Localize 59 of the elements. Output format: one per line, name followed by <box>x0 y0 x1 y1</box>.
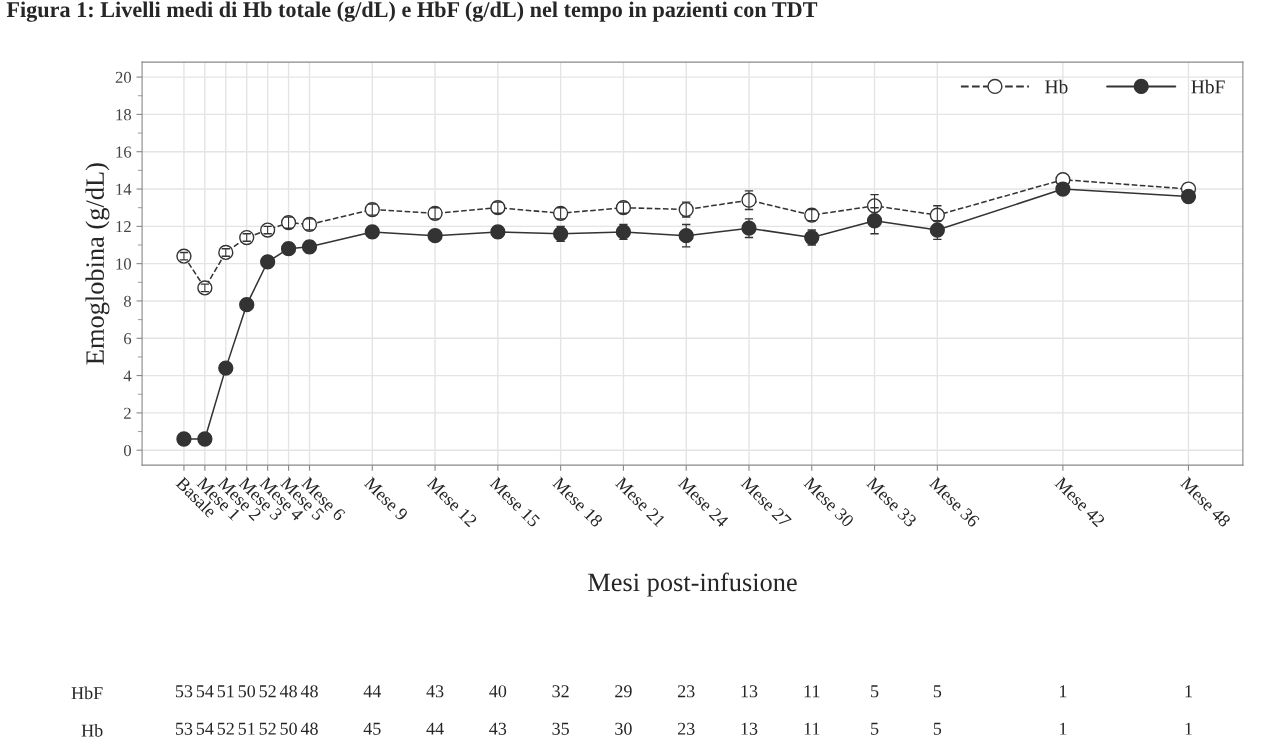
data-label: 51 <box>238 722 255 735</box>
data-label: 35 <box>552 722 569 735</box>
point <box>176 431 192 447</box>
data-label: 53 <box>175 685 193 698</box>
y-tick-label: 16 <box>116 146 132 158</box>
data-label: 50 <box>280 722 297 735</box>
data-label: 11 <box>804 722 820 735</box>
data-label: 1 <box>1059 722 1067 735</box>
y-tick-label: 10 <box>116 258 132 270</box>
data-label: 32 <box>552 685 569 698</box>
data-label: 45 <box>363 722 381 735</box>
x-axis-title: Mesi post-infusione <box>588 572 797 597</box>
data-label: 30 <box>615 722 632 735</box>
legend-label: HbF <box>1191 79 1225 94</box>
data-label: 13 <box>741 722 758 735</box>
data-label: 44 <box>363 685 382 698</box>
data-label: 5 <box>871 722 879 735</box>
point <box>1055 181 1071 197</box>
y-tick-label: 20 <box>115 71 132 84</box>
data-label: 52 <box>259 685 276 698</box>
data-label: 43 <box>489 722 507 735</box>
y-axis-title: Emoglobina (g/dL) <box>85 163 110 365</box>
data-label: 29 <box>615 685 632 698</box>
data-label: 5 <box>933 685 942 698</box>
data-label: 1 <box>1185 685 1192 698</box>
data-label: 43 <box>426 685 444 698</box>
data-label: 1 <box>1185 722 1192 735</box>
y-tick-label: 18 <box>116 109 132 121</box>
data-label: 53 <box>175 722 193 735</box>
data-label: 44 <box>426 722 444 735</box>
data-label: 54 <box>196 685 214 698</box>
y-tick-label: 12 <box>116 221 131 233</box>
chart-title: Figura 1: Livelli medi di Hb totale (g/dL) e HbF (g/dL) nel tempo in pazienti con TDT <box>6 1 818 22</box>
data-label: 5 <box>871 685 879 698</box>
data-label: 5 <box>933 722 942 735</box>
data-label: 48 <box>300 722 318 735</box>
data-label: 48 <box>279 685 297 698</box>
data-label: 52 <box>259 722 276 735</box>
data-label: 51 <box>217 685 234 698</box>
data-label: 23 <box>677 722 695 735</box>
y-tick-label: 2 <box>124 407 131 419</box>
data-label: 11 <box>804 685 820 698</box>
data-label: 40 <box>489 685 507 698</box>
data-label: 54 <box>196 722 214 735</box>
y-tick-label: 14 <box>116 183 132 195</box>
y-tick-label: 4 <box>123 370 132 382</box>
point <box>1180 188 1197 205</box>
data-label: 48 <box>300 685 318 698</box>
data-label: 50 <box>238 685 256 698</box>
data-label: 23 <box>677 685 695 698</box>
data-label: 52 <box>217 722 234 735</box>
data-label: 13 <box>741 685 758 698</box>
y-tick-label: 0 <box>123 444 132 457</box>
y-tick-label: 8 <box>123 295 132 307</box>
data-label: 1 <box>1059 685 1067 698</box>
y-tick-label: 6 <box>124 333 132 345</box>
point <box>678 228 694 244</box>
legend-label: Hb <box>1045 79 1068 94</box>
point <box>197 431 213 447</box>
